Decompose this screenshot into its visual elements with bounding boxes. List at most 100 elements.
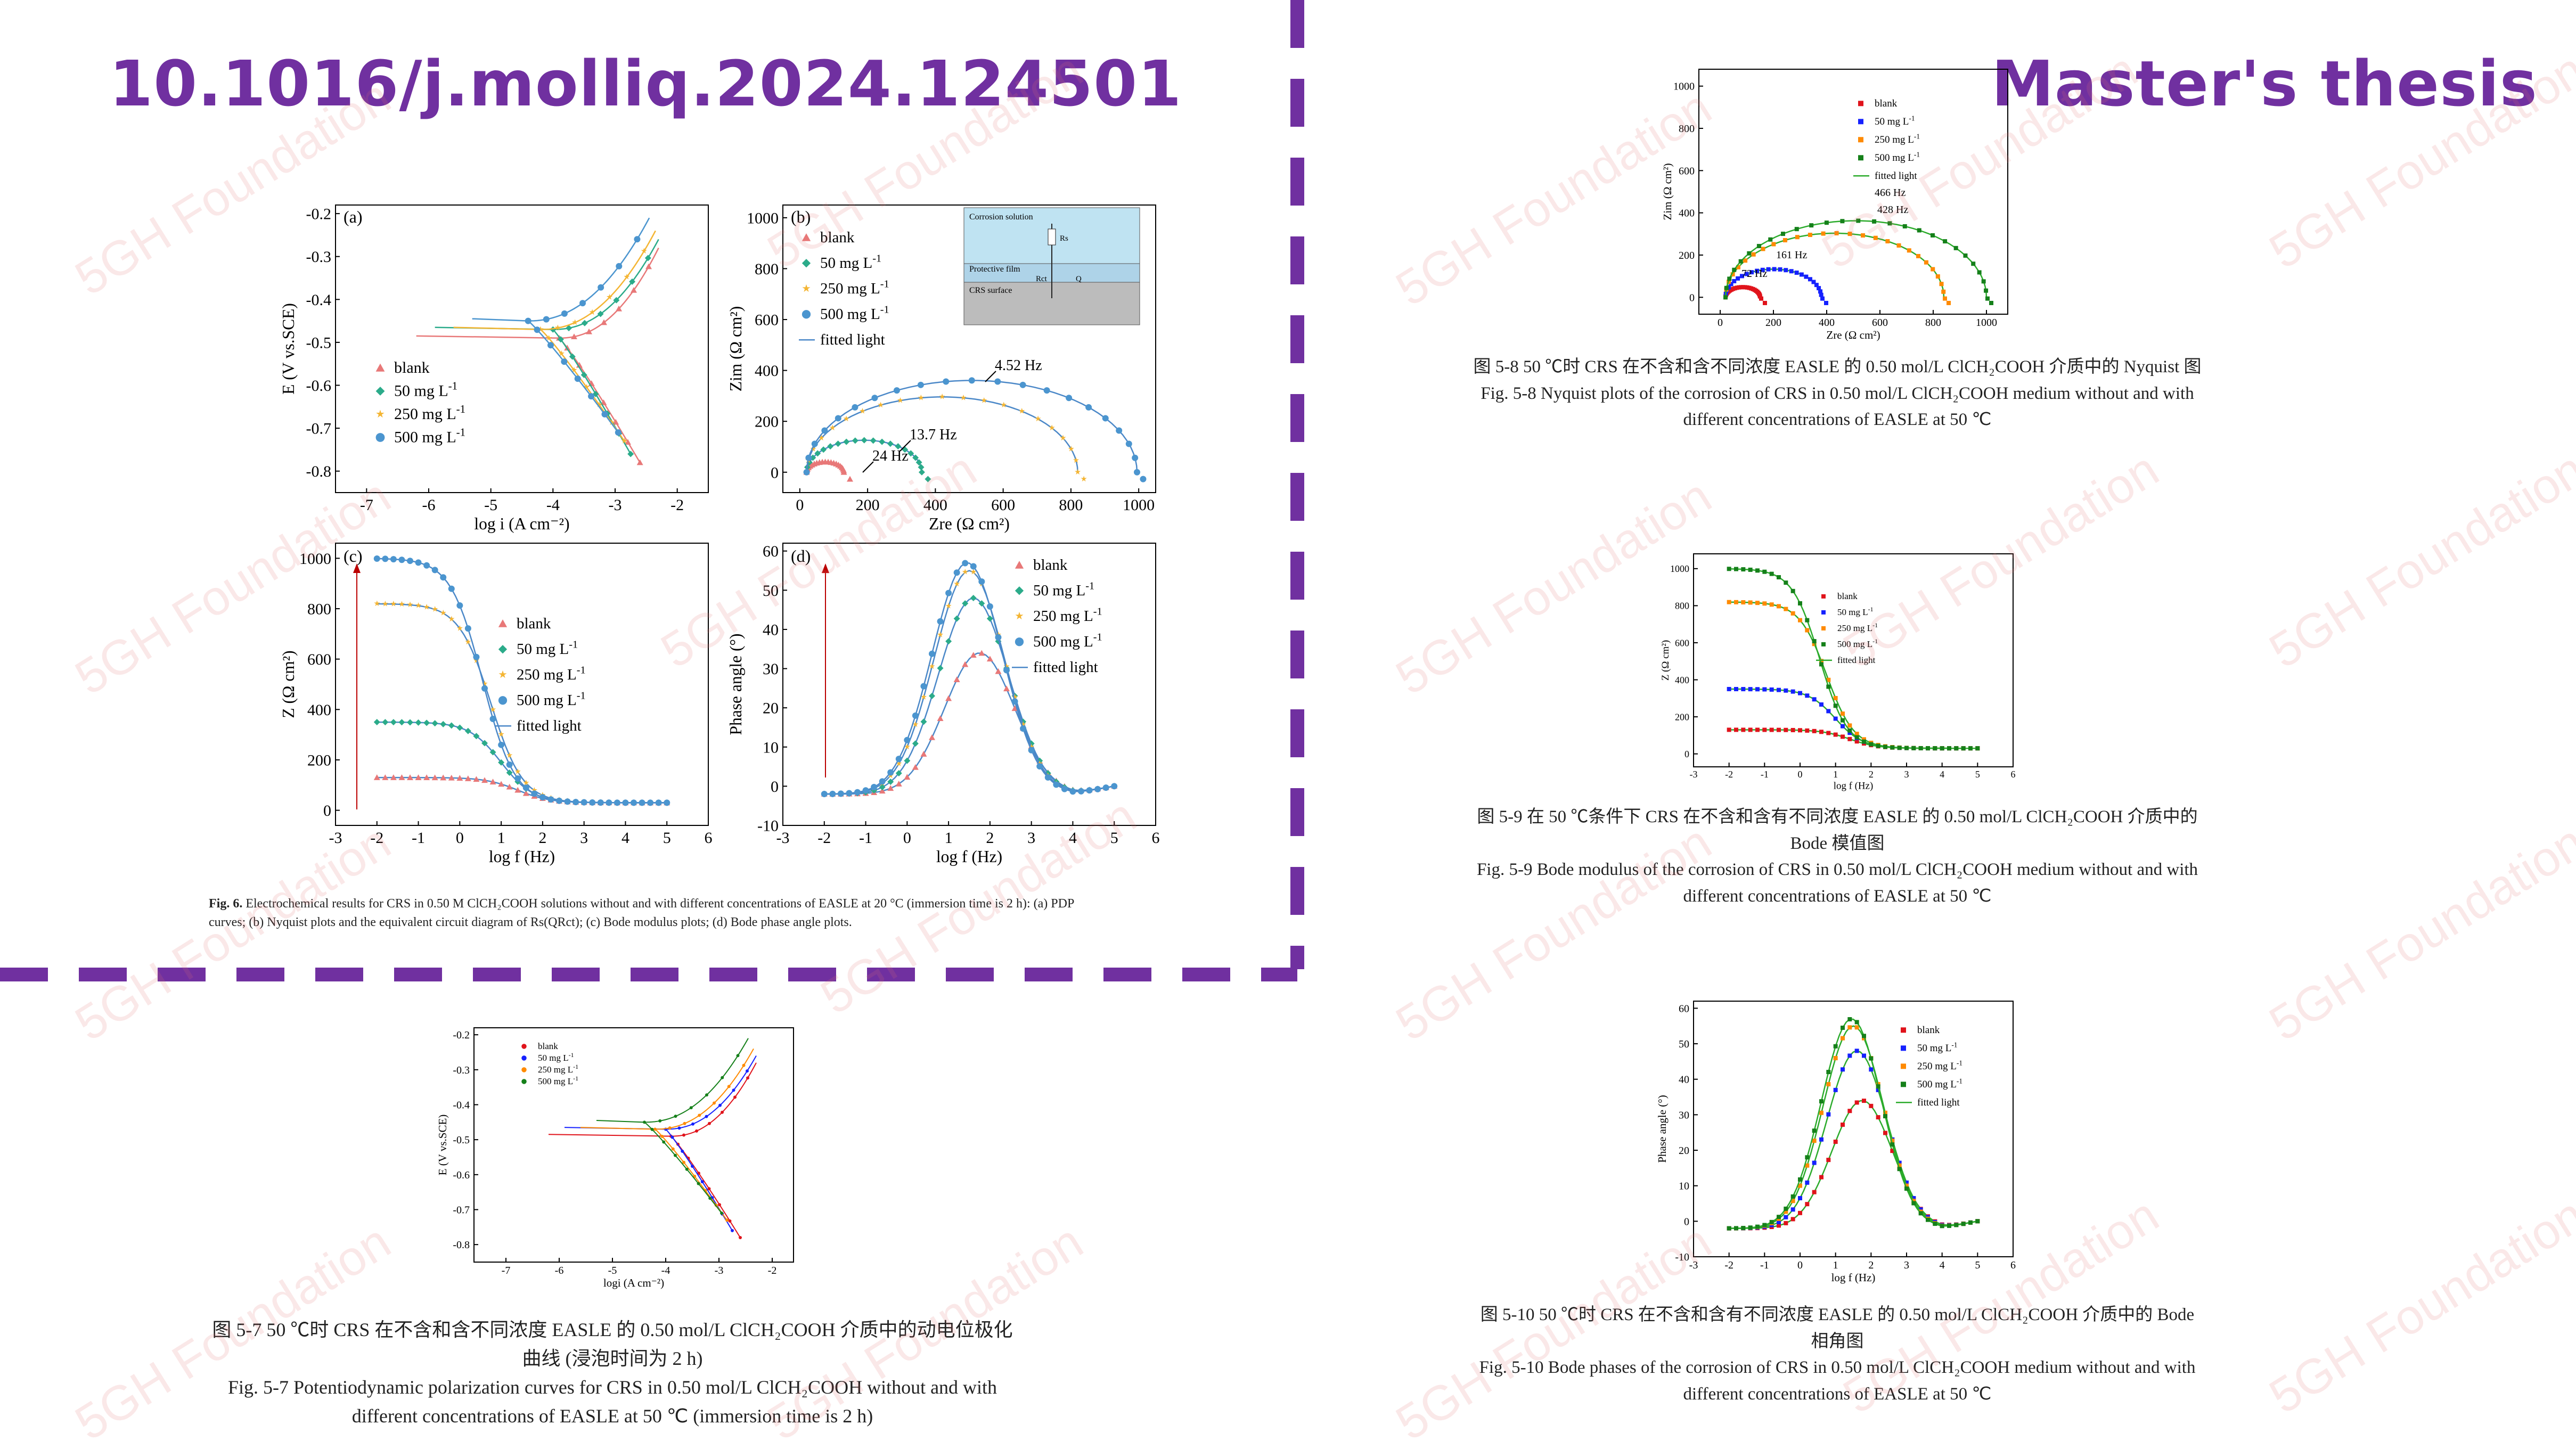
data-point-c50 [398, 719, 405, 726]
data-point-c500 [597, 799, 604, 806]
data-point-blank [1741, 727, 1746, 732]
data-point-c50 [1790, 689, 1795, 694]
data-point-c250 [1834, 231, 1839, 235]
data-point-c250: ★ [440, 609, 447, 618]
data-point-c50 [1826, 709, 1831, 714]
data-point-c500 [1734, 567, 1738, 571]
curve-anodic-c500 [472, 217, 650, 322]
data-point-c500 [489, 715, 496, 722]
data-point-blank [612, 419, 619, 425]
x-tick-label: 6 [705, 829, 713, 847]
data-point-blank [576, 362, 583, 368]
data-point-c50 [1769, 687, 1774, 692]
plot-frame [1698, 69, 2008, 315]
legend-superscript: -1 [1951, 1041, 1957, 1049]
x-tick-label: 4 [621, 829, 629, 847]
legend-label-c50: 50 mg L-1 [394, 380, 457, 400]
legend-label-c250: 250 mg L-1 [1917, 1059, 1962, 1072]
data-point-c500 [1841, 718, 1845, 723]
data-point-c500 [1069, 788, 1076, 795]
data-point-c50 [1729, 282, 1733, 286]
data-point-c500 [1805, 618, 1810, 623]
data-point-c250: ★ [498, 730, 505, 739]
data-point-c250: ★ [953, 580, 960, 588]
y-tick-label: 0 [771, 778, 779, 796]
x-tick-label: 5 [1975, 769, 1980, 780]
data-point-c500 [1790, 588, 1795, 593]
data-point-c50 [746, 1069, 749, 1073]
data-point-blank [1003, 685, 1010, 692]
data-point-c250: ★ [558, 350, 565, 358]
data-point-c500 [1963, 253, 1968, 258]
legend-label-blank: blank [1837, 591, 1858, 601]
y-tick-label: 30 [763, 660, 779, 678]
legend-label-c250: 250 mg L-1 [1837, 621, 1878, 633]
legend-marker [1901, 1082, 1906, 1087]
data-point-blank [1833, 1140, 1838, 1144]
data-point-c500 [589, 799, 596, 806]
x-tick-label: 0 [903, 829, 911, 847]
data-point-blank [970, 652, 977, 658]
data-point-c500 [382, 555, 389, 562]
data-point-c50 [1812, 697, 1817, 702]
data-point-blank [695, 1129, 698, 1133]
inset-label: Rct [1036, 275, 1048, 283]
y-tick-label: 200 [755, 413, 779, 431]
data-point-c250: ★ [554, 324, 561, 332]
legend-marker [1821, 642, 1826, 646]
data-point-c50 [580, 372, 587, 379]
chart-thesis-5-8: 0 200 400 600 800 1000 0 200 400 600 800 1000 Zre (Ω… [1661, 69, 2008, 341]
caption-5-7-cn1: 图 5-7 50 ℃时 CRS 在不含和含不同浓度 EASLE 的 0.50 m… [212, 1319, 1013, 1340]
x-tick-label: -1 [412, 829, 425, 847]
data-point-c500 [373, 555, 380, 562]
data-point-c500 [643, 1120, 646, 1124]
data-point-blank [1812, 1190, 1817, 1194]
data-point-c50 [731, 1229, 734, 1232]
caption-5-7-en1: Fig. 5-7 Potentiodynamic polarization cu… [227, 1377, 997, 1398]
x-tick-label: 1 [945, 829, 953, 847]
data-point-c250: ★ [621, 437, 628, 445]
data-point-c50 [1777, 687, 1781, 692]
paper-caption-line1: Electrochemical results for CRS in 0.50 … [246, 897, 1075, 911]
x-tick-label: -5 [484, 496, 497, 514]
data-point-c500 [1784, 1206, 1788, 1211]
data-point-c500 [1769, 571, 1774, 576]
data-point-c250: ★ [962, 568, 969, 577]
data-point-c50 [1789, 269, 1794, 274]
data-point-c50 [912, 454, 919, 461]
data-point-c250 [671, 1147, 675, 1151]
data-point-c50 [691, 1164, 694, 1168]
y-tick-label: 600 [755, 312, 779, 329]
plot-frame [473, 1027, 794, 1263]
legend-marker [521, 1044, 527, 1049]
data-point-c250 [1751, 252, 1756, 257]
x-tick-label: 5 [1975, 1259, 1980, 1271]
data-point-blank [707, 1187, 711, 1191]
data-point-c500 [1961, 1222, 1966, 1226]
data-point-blank [1790, 727, 1795, 732]
data-point-c500 [1028, 747, 1035, 754]
data-point-c50 [1778, 267, 1782, 272]
data-point-blank [739, 1236, 742, 1240]
data-point-c500 [1790, 1194, 1795, 1199]
legend-superscript: -1 [880, 304, 889, 315]
data-point-c500 [561, 358, 568, 365]
data-point-c500 [514, 775, 521, 782]
data-point-c50 [423, 719, 430, 726]
data-point-c250 [1736, 265, 1740, 269]
x-axis-label: log i (A cm⁻²) [474, 514, 569, 533]
data-point-c500 [995, 634, 1002, 641]
x-tick-label: 4 [1069, 829, 1077, 847]
frequency-annotation: 4.52 Hz [995, 357, 1042, 374]
paper-caption: Fig. 6. Electrochemical results for CRS … [209, 895, 1274, 932]
data-point-c500 [879, 778, 886, 785]
x-tick-label: 400 [923, 496, 947, 514]
y-tick-label: 40 [1679, 1074, 1689, 1086]
legend-label-c250: 250 mg L-1 [394, 403, 465, 423]
data-point-c500 [614, 799, 620, 806]
legend-superscript: -1 [1872, 621, 1878, 629]
x-tick-label: 800 [1925, 317, 1941, 329]
legend-superscript: -1 [872, 252, 881, 264]
legend-label-blank: blank [394, 359, 430, 376]
data-point-blank [522, 790, 529, 796]
